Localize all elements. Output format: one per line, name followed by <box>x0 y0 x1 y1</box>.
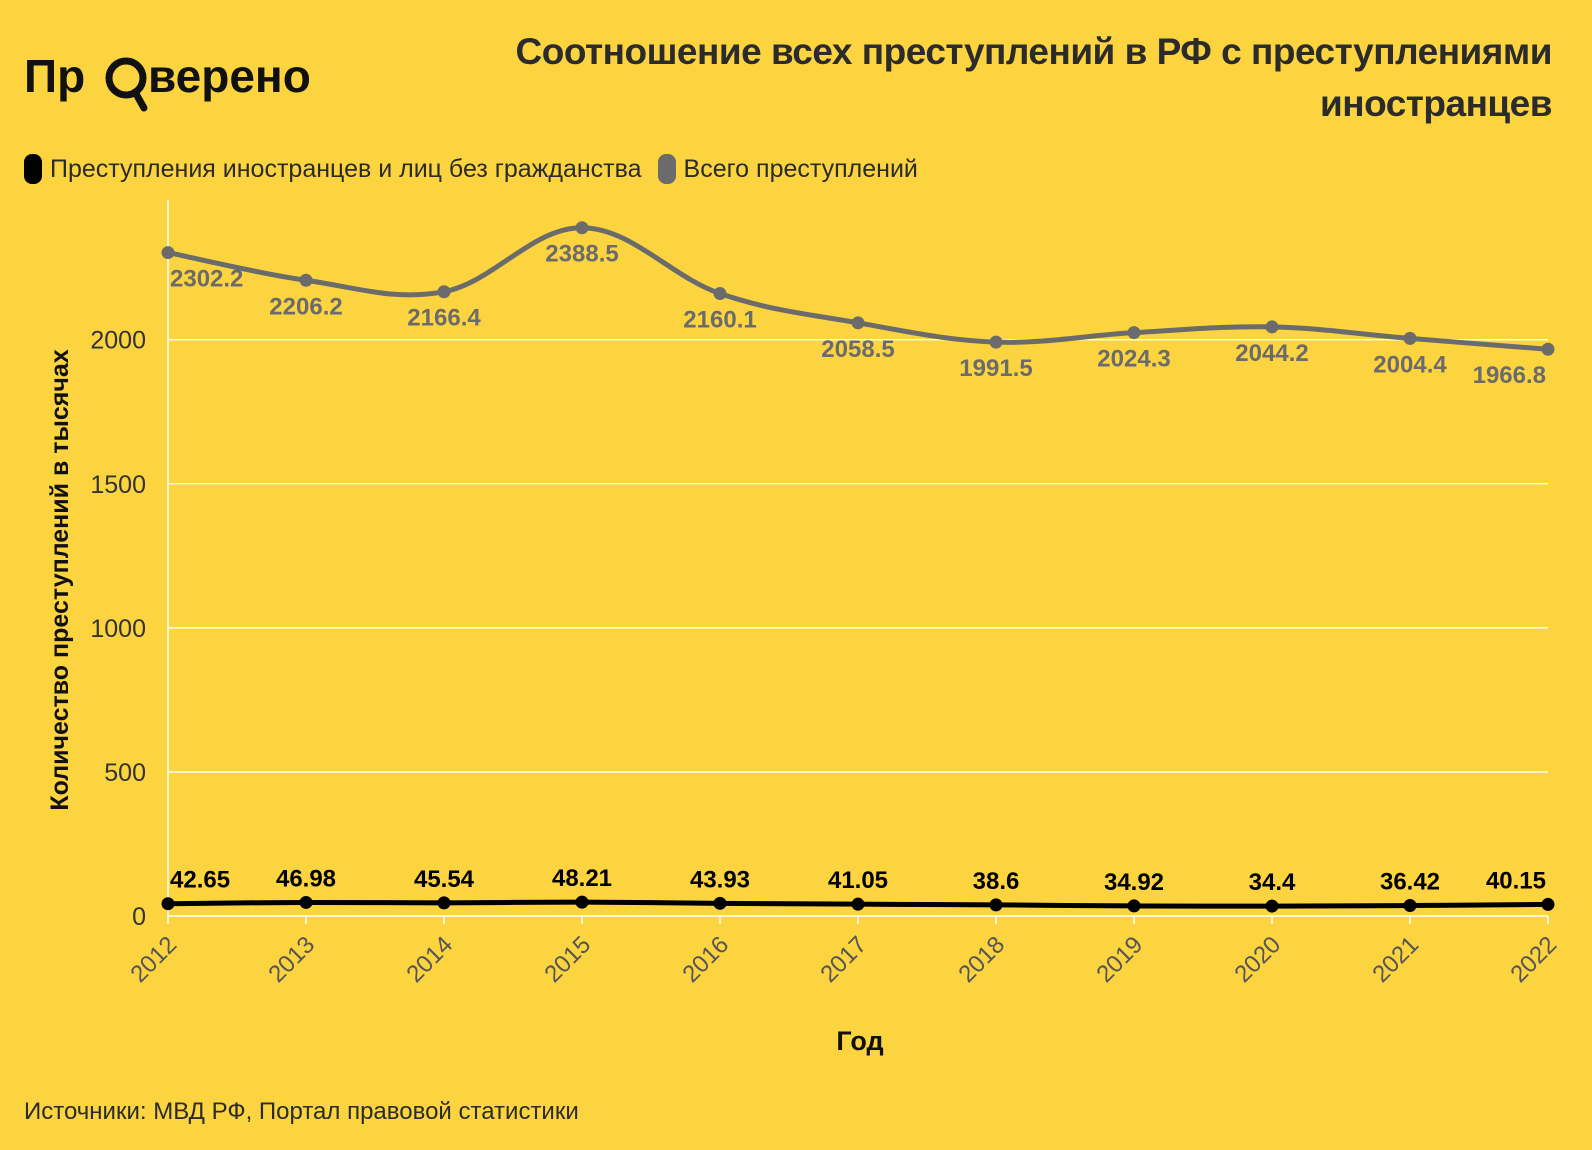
svg-text:верено: верено <box>148 50 311 102</box>
y-tick-label: 1500 <box>90 471 146 499</box>
data-point-foreign[interactable] <box>161 897 175 911</box>
data-label-total: 2388.5 <box>545 241 618 268</box>
data-label-foreign: 42.65 <box>170 867 230 894</box>
y-tick-label: 0 <box>132 903 146 931</box>
grid-lines <box>168 339 1548 773</box>
y-tick-labels: 0 500 1000 1500 2000 <box>90 327 146 931</box>
data-label-foreign: 45.54 <box>414 866 475 893</box>
data-label-total: 2160.1 <box>683 307 756 334</box>
data-label-foreign: 46.98 <box>276 865 336 892</box>
x-tick-label: 2021 <box>1367 931 1424 988</box>
x-tick-label: 2014 <box>401 931 458 988</box>
data-label-total: 2024.3 <box>1097 346 1170 373</box>
data-point-total[interactable] <box>713 287 727 301</box>
data-label-total: 2004.4 <box>1373 351 1447 378</box>
brand-logo: Пр верено <box>24 50 311 112</box>
svg-text:Пр: Пр <box>24 50 85 102</box>
x-tick-label: 2016 <box>677 931 734 988</box>
legend-swatch-total <box>657 154 676 184</box>
data-point-foreign[interactable] <box>1265 899 1279 913</box>
data-point-total[interactable] <box>1541 342 1555 356</box>
data-point-foreign[interactable] <box>851 897 865 911</box>
legend-item-foreign[interactable]: Преступления иностранцев и лиц без гражд… <box>24 154 642 184</box>
legend-swatch-foreign <box>24 154 42 184</box>
data-point-total[interactable] <box>989 335 1003 349</box>
chart-title: Соотношение всех преступлений в РФ с пре… <box>515 31 1553 124</box>
data-label-foreign: 41.05 <box>828 867 888 894</box>
y-tick-label: 2000 <box>90 327 146 355</box>
data-label-foreign: 38.6 <box>973 868 1020 895</box>
data-point-total[interactable] <box>851 316 865 330</box>
data-point-foreign[interactable] <box>713 896 727 910</box>
data-point-total[interactable] <box>1403 331 1417 345</box>
x-tick-label: 2020 <box>1229 931 1286 988</box>
x-tick-label: 2012 <box>125 931 182 988</box>
data-point-total[interactable] <box>299 273 313 287</box>
x-tick-label: 2013 <box>263 931 320 988</box>
series-total: 2302.2 2206.2 2166.4 2388.5 2160.1 2058.5 1991… <box>161 221 1555 389</box>
data-label-foreign: 48.21 <box>552 865 612 892</box>
data-label-foreign: 34.92 <box>1104 869 1164 896</box>
source-note: Источники: МВД РФ, Портал правовой стати… <box>24 1098 579 1125</box>
data-label-foreign: 36.42 <box>1380 869 1440 896</box>
x-tick-labels: 2012 2013 2014 2015 2016 2017 2018 2019 2020 2021… <box>125 916 1562 988</box>
data-point-foreign[interactable] <box>989 898 1003 912</box>
x-tick-label: 2019 <box>1091 931 1148 988</box>
data-label-total: 2058.5 <box>821 336 894 363</box>
data-point-total[interactable] <box>1127 326 1141 340</box>
data-point-total[interactable] <box>437 285 451 299</box>
x-tick-label: 2018 <box>953 931 1010 988</box>
data-point-foreign[interactable] <box>1127 899 1141 913</box>
data-label-total: 2302.2 <box>170 266 243 293</box>
legend-item-total[interactable]: Всего преступлений <box>657 154 918 184</box>
x-tick-label: 2017 <box>815 931 872 988</box>
series-line-total <box>165 225 1551 352</box>
data-point-total[interactable] <box>1265 320 1279 334</box>
series-group: 2302.2 2206.2 2166.4 2388.5 2160.1 2058.5 1991… <box>161 221 1555 913</box>
data-label-foreign: 40.15 <box>1486 867 1546 894</box>
legend-label-total: Всего преступлений <box>683 154 918 183</box>
y-axis-label: Количество преступлений в тысячах <box>46 349 74 810</box>
data-label-foreign: 43.93 <box>690 866 750 893</box>
y-tick-label: 1000 <box>90 615 146 643</box>
data-label-total: 1991.5 <box>959 355 1032 382</box>
axes <box>167 200 1548 917</box>
x-tick-label: 2022 <box>1505 931 1562 988</box>
data-label-total: 2206.2 <box>269 293 342 320</box>
data-point-foreign[interactable] <box>437 896 451 910</box>
data-point-foreign[interactable] <box>575 895 589 909</box>
x-tick-label: 2015 <box>539 931 596 988</box>
data-point-foreign[interactable] <box>299 895 313 909</box>
series-foreign: 42.65 46.98 45.54 48.21 43.93 41.05 38.6 34.92 3… <box>161 865 1555 913</box>
data-point-foreign[interactable] <box>1541 897 1555 911</box>
data-point-total[interactable] <box>161 246 175 260</box>
data-label-total: 2044.2 <box>1235 340 1308 367</box>
data-point-foreign[interactable] <box>1403 899 1417 913</box>
data-label-foreign: 34.4 <box>1249 869 1296 896</box>
y-tick-label: 500 <box>104 759 146 787</box>
x-axis-label: Год <box>836 1026 883 1056</box>
data-label-total: 1966.8 <box>1473 362 1546 389</box>
data-label-total: 2166.4 <box>407 305 481 332</box>
data-point-total[interactable] <box>575 221 589 235</box>
legend-label-foreign: Преступления иностранцев и лиц без гражд… <box>50 154 642 183</box>
legend: Преступления иностранцев и лиц без гражд… <box>24 154 918 184</box>
